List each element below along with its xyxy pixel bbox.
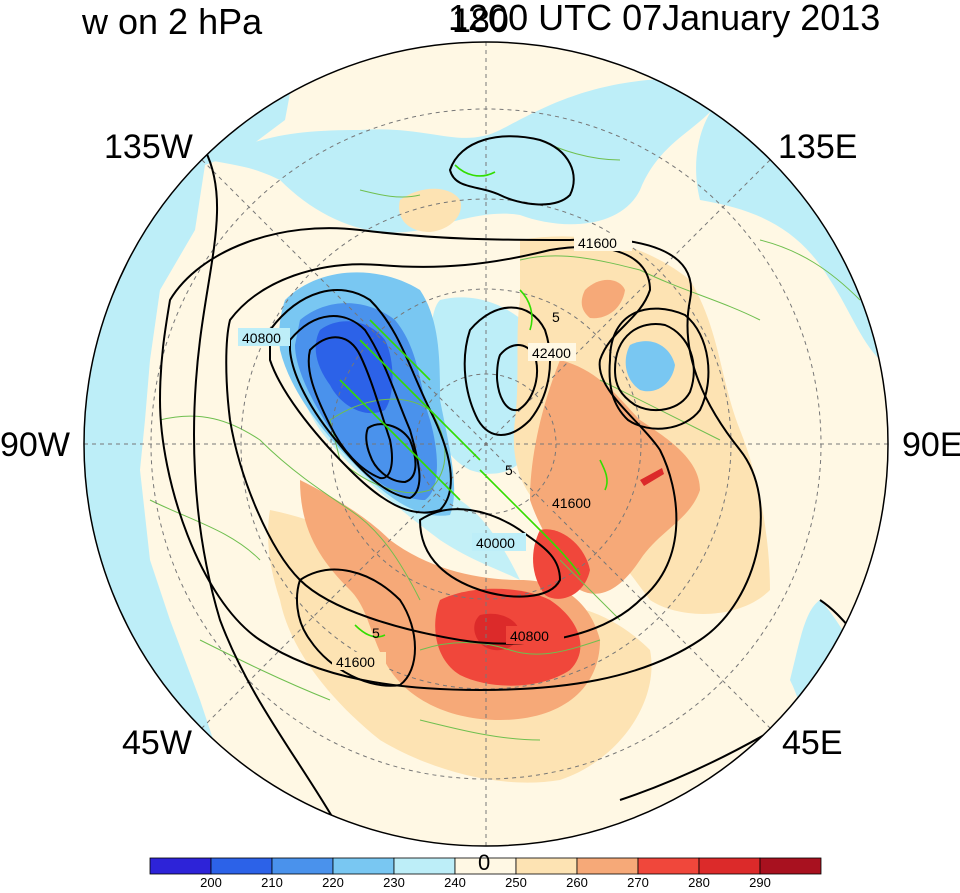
colorbar-swatch [637,857,700,875]
contour-42400 [463,306,551,436]
contour-label-4: 41600 [552,495,591,511]
colorbar-tick-label: 200 [200,875,222,890]
green-contour-5 [454,164,496,177]
colorbar-swatch [698,857,761,875]
green-contour-label-2: 5 [552,309,560,325]
green-contour-8 [599,459,608,491]
lon-label-135e: 135E [778,128,858,166]
lon-label-180: 180 [452,2,509,40]
latitude-circle-70 [330,288,642,600]
contour-east-inner [608,307,710,430]
green-contour-2 [339,379,461,501]
fill-270-orange-east [530,360,700,594]
green-contour-6 [354,624,386,638]
contour-label-6: 40800 [510,628,549,644]
green-contour-3 [369,319,431,381]
map-border [83,41,889,847]
colorbar-swatch [515,857,578,875]
colorbar-swatch [393,857,456,875]
lon-label-135w: 135W [104,128,193,166]
map-title: w on 2 hPa [82,1,263,42]
colorbar-swatch [149,857,212,875]
fill-260-tan-north [399,188,461,232]
lon-label-0: 0 [478,850,491,875]
green-contour-1 [359,339,481,461]
colorbar-tick-label: 210 [261,875,283,890]
colorbar-tick-label: 290 [749,875,771,890]
map-datetime: 1200 UTC 07January 2013 [448,0,881,38]
contour-label-3: 41600 [578,235,617,251]
contour-label-1: 40800 [242,330,281,346]
meridian-135 [201,159,771,729]
colorbar-tick-label: 230 [383,875,405,890]
colorbar-swatch [271,857,334,875]
colorbar-tick-label: 220 [322,875,344,890]
contour-north-loop [448,135,575,206]
colorbar-swatch [576,857,639,875]
contour-label-2: 42400 [532,345,571,361]
contour-lobe-2 [289,315,421,500]
colorbar-tick-label: 250 [505,875,527,890]
contour-lobe-3 [307,336,393,480]
colorbar-swatch [332,857,395,875]
green-contour-label-1: 5 [372,625,380,641]
contour-ring-1 [158,227,762,692]
colorbar-tick-label: 260 [566,875,588,890]
colorbar-tick-label: 240 [444,875,466,890]
contour-40000 [418,508,562,598]
ocean-arctic-top [210,78,720,233]
fill-270-orange-north [581,279,625,319]
colorbar-tick-label: 270 [627,875,649,890]
contour-lobe-1 [269,289,452,514]
contour-41600-south [296,568,416,687]
green-contour-7 [519,289,533,331]
colorbar [149,857,822,875]
green-contours [339,164,608,638]
lon-label-45w: 45W [122,724,192,762]
lon-label-45e: 45E [782,724,843,762]
green-contour-label-3: 5 [505,462,513,478]
contour-label-5: 40000 [476,535,515,551]
fill-230-lightblue-east [625,341,675,392]
colorbar-tick-label: 280 [688,875,710,890]
coast-north-america [149,415,421,701]
contour-label-7: 41600 [336,654,375,670]
fill-280-red-mid [533,529,590,599]
contour-lobe-4 [365,423,417,484]
lon-label-90e: 90E [902,426,960,464]
colorbar-swatch [210,857,273,875]
coast-greenland [329,398,446,494]
coast-europe [419,559,621,741]
contour-east-circle [613,323,695,412]
lon-label-90w: 90W [0,426,70,464]
green-contour-4 [479,469,581,576]
contour-ring-2 [225,246,678,645]
contour-label-group: 40800 42400 41600 41600 40000 40800 4160… [238,233,632,670]
graticule [84,42,888,846]
contour-outer-west [193,149,341,831]
colorbar-swatch [759,857,822,875]
fill-290-darkred-streak [640,468,664,486]
